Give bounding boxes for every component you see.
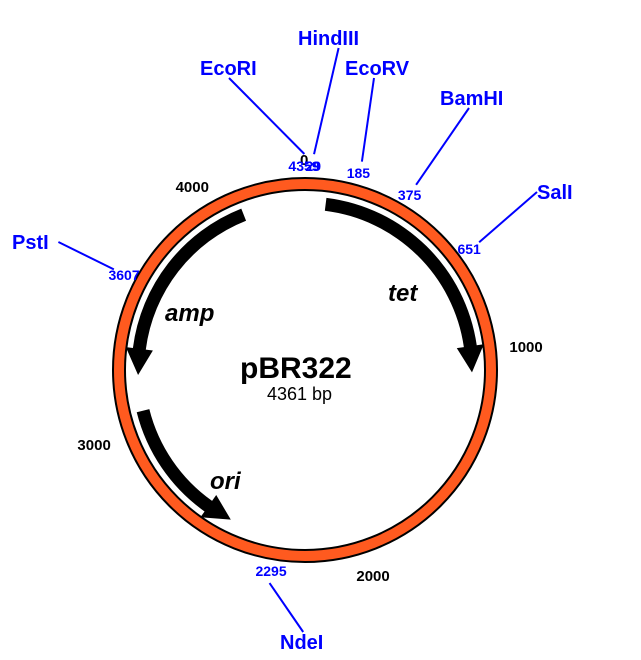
- leader-sali: [479, 192, 537, 242]
- site-label-psti: PstI: [12, 232, 49, 255]
- site-label-bamhi: BamHI: [440, 88, 503, 111]
- leader-hindiii: [314, 48, 339, 154]
- leader-psti: [58, 242, 113, 269]
- plasmid-size: 4361 bp: [267, 384, 332, 405]
- leader-ecori: [229, 78, 304, 154]
- scale-mark-3000: 3000: [77, 437, 110, 454]
- scale-mark-1000: 1000: [509, 339, 542, 356]
- plasmid-name: pBR322: [240, 352, 352, 386]
- site-pos-sali: 651: [457, 241, 480, 257]
- site-pos-ndei: 2295: [255, 563, 286, 579]
- site-pos-hindiii: 29: [306, 158, 322, 174]
- gene-label-amp: amp: [165, 300, 214, 328]
- site-pos-psti: 3607: [108, 267, 139, 283]
- site-pos-ecorv: 185: [347, 165, 370, 181]
- gene-label-ori: ori: [210, 468, 241, 496]
- leader-bamhi: [416, 108, 469, 185]
- leader-ecorv: [362, 78, 374, 162]
- site-label-ecorv: EcoRV: [345, 58, 409, 81]
- leader-ndei: [270, 583, 304, 632]
- site-pos-bamhi: 375: [398, 187, 421, 203]
- gene-label-tet: tet: [388, 280, 417, 308]
- site-label-hindiii: HindIII: [298, 28, 359, 51]
- site-label-ecori: EcoRI: [200, 58, 257, 81]
- scale-mark-4000: 4000: [176, 179, 209, 196]
- site-label-ndei: NdeI: [280, 632, 323, 655]
- site-label-sali: SalI: [537, 182, 573, 205]
- plasmid-diagram: [0, 0, 641, 660]
- scale-mark-2000: 2000: [356, 568, 389, 585]
